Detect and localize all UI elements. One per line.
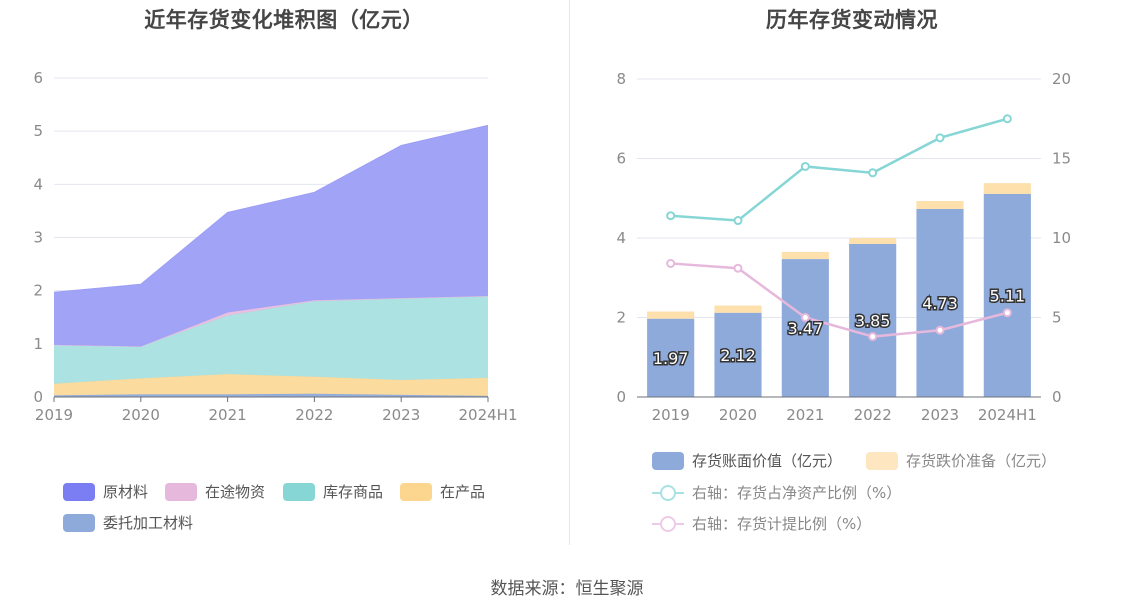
legend-label-impairment: 存货跌价准备（亿元） bbox=[906, 452, 1057, 470]
line-point bbox=[868, 168, 878, 178]
legend-label-provision-ratio: 右轴：存货计提比例（%） bbox=[692, 515, 872, 533]
legend-label-book-value: 存货账面价值（亿元） bbox=[692, 452, 843, 470]
legend-swatch-book-value bbox=[652, 451, 684, 470]
x-tick-label: 2022 bbox=[854, 406, 892, 424]
bar-value-label: 5.11 bbox=[990, 286, 1026, 305]
legend-item-finished-goods[interactable]: 库存商品 bbox=[283, 481, 383, 502]
bar-value-label: 3.85 bbox=[855, 311, 891, 330]
bar-line-chart-panel: 历年存货变动情况 0 2 4 6 8 0 5 10 15 20 2019 2020 2021 2022 20… bbox=[570, 0, 1134, 560]
x-tick-label: 2020 bbox=[122, 406, 160, 424]
legend-item-provision-ratio[interactable]: 右轴：存货计提比例（%） bbox=[652, 513, 871, 534]
line-point bbox=[935, 133, 945, 143]
legend-item-consigned-materials[interactable]: 委托加工材料 bbox=[63, 512, 193, 533]
left-chart-title: 近年存货变化堆积图（亿元） bbox=[144, 8, 424, 32]
line-point bbox=[1002, 114, 1012, 124]
legend-swatch-consigned-materials bbox=[63, 513, 95, 532]
bar-impairment bbox=[781, 251, 829, 260]
y-tick-label: 6 bbox=[33, 69, 43, 87]
line-point bbox=[733, 216, 743, 226]
line-point bbox=[935, 325, 945, 335]
line-point bbox=[800, 161, 810, 171]
line-series-0 bbox=[670, 117, 1008, 222]
legend-item-impairment[interactable]: 存货跌价准备（亿元） bbox=[866, 450, 1056, 471]
x-tick-label: 2020 bbox=[719, 406, 757, 424]
x-tick-label: 2024H1 bbox=[459, 406, 518, 424]
stacked-area-chart: 0 1 2 3 4 5 6 2019 2020 2021 2022 2023 2024H1 bbox=[33, 69, 518, 424]
panel-divider bbox=[569, 0, 570, 545]
y-left-tick-label: 8 bbox=[616, 70, 626, 88]
bar-book-value bbox=[781, 259, 829, 397]
legend-label-net-asset-ratio: 右轴：存货占净资产比例（%） bbox=[692, 484, 902, 502]
area-edge-4 bbox=[53, 124, 489, 293]
bar-impairment bbox=[983, 183, 1031, 194]
y-left-tick-label: 2 bbox=[616, 309, 626, 327]
legend-label-in-transit: 在途物资 bbox=[205, 483, 266, 501]
bar-book-value bbox=[647, 318, 695, 397]
y-right-tick-label: 5 bbox=[1052, 309, 1062, 327]
x-tick-label: 2022 bbox=[295, 406, 333, 424]
legend-swatch-finished-goods bbox=[283, 482, 315, 501]
bar-book-value bbox=[714, 312, 762, 397]
bar-book-value bbox=[849, 243, 897, 397]
x-tick-label: 2019 bbox=[35, 406, 73, 424]
y-left-tick-label: 0 bbox=[616, 388, 626, 406]
bar-book-value bbox=[916, 208, 964, 397]
y-left-tick-label: 4 bbox=[616, 229, 626, 247]
y-left-tick-label: 6 bbox=[616, 150, 626, 168]
x-tick-label: 2023 bbox=[921, 406, 959, 424]
y-right-tick-label: 10 bbox=[1052, 229, 1071, 247]
legend-swatch-in-transit bbox=[165, 482, 197, 501]
legend-label-raw-materials: 原材料 bbox=[103, 483, 149, 501]
line-point bbox=[733, 263, 743, 273]
y-tick-label: 2 bbox=[33, 282, 43, 300]
y-tick-label: 0 bbox=[33, 388, 43, 406]
bar-value-label: 3.47 bbox=[788, 319, 824, 338]
legend-label-finished-goods: 库存商品 bbox=[323, 483, 384, 501]
area-series-4 bbox=[54, 125, 488, 347]
line-point bbox=[1002, 308, 1012, 318]
y-right-tick-label: 15 bbox=[1052, 150, 1071, 168]
area-series-2 bbox=[54, 296, 488, 384]
bar-impairment bbox=[647, 311, 695, 319]
bar-impairment bbox=[916, 201, 964, 209]
bar-book-value bbox=[983, 193, 1031, 397]
y-tick-label: 5 bbox=[33, 122, 43, 140]
legend-item-book-value[interactable]: 存货账面价值（亿元） bbox=[652, 450, 842, 471]
bar-line-chart: 0 2 4 6 8 0 5 10 15 20 2019 2020 2021 2022 2023 2024H1 1… bbox=[616, 70, 1071, 424]
line-point bbox=[666, 211, 676, 221]
bar-impairment bbox=[849, 238, 897, 244]
x-tick-label: 2024H1 bbox=[978, 406, 1037, 424]
legend-swatch-wip bbox=[400, 482, 432, 501]
legend-item-raw-materials[interactable]: 原材料 bbox=[63, 481, 148, 502]
legend-item-net-asset-ratio[interactable]: 右轴：存货占净资产比例（%） bbox=[652, 482, 901, 503]
x-tick-label: 2021 bbox=[786, 406, 824, 424]
legend-item-in-transit[interactable]: 在途物资 bbox=[165, 481, 265, 502]
y-tick-label: 3 bbox=[33, 229, 43, 247]
x-tick-label: 2019 bbox=[652, 406, 690, 424]
legend-marker-provision-ratio bbox=[652, 515, 684, 533]
line-point bbox=[868, 332, 878, 342]
data-source-note: 数据来源：恒生聚源 bbox=[490, 579, 644, 599]
legend-label-consigned-materials: 委托加工材料 bbox=[103, 514, 194, 532]
bar-value-label: 1.97 bbox=[653, 349, 689, 368]
legend-item-wip[interactable]: 在产品 bbox=[400, 481, 485, 502]
right-chart-title: 历年存货变动情况 bbox=[766, 8, 938, 32]
y-tick-label: 1 bbox=[33, 335, 43, 353]
y-tick-label: 4 bbox=[33, 175, 43, 193]
legend-swatch-impairment bbox=[866, 451, 898, 470]
y-right-tick-label: 20 bbox=[1052, 70, 1071, 88]
legend-label-wip: 在产品 bbox=[440, 483, 486, 501]
stacked-area-chart-panel: 近年存货变化堆积图（亿元） 0 1 2 3 4 5 6 2019 2020 2021 2022 202… bbox=[0, 0, 568, 560]
legend-swatch-raw-materials bbox=[63, 482, 95, 501]
line-series-1 bbox=[670, 262, 1008, 338]
x-tick-label: 2021 bbox=[209, 406, 247, 424]
line-point bbox=[666, 258, 676, 268]
bar-value-label: 4.73 bbox=[922, 294, 958, 313]
bar-value-label: 2.12 bbox=[720, 346, 756, 365]
y-right-tick-label: 0 bbox=[1052, 388, 1062, 406]
legend-marker-net-asset-ratio bbox=[652, 484, 684, 502]
bar-impairment bbox=[714, 305, 762, 313]
x-tick-label: 2023 bbox=[382, 406, 420, 424]
line-point bbox=[800, 313, 810, 322]
